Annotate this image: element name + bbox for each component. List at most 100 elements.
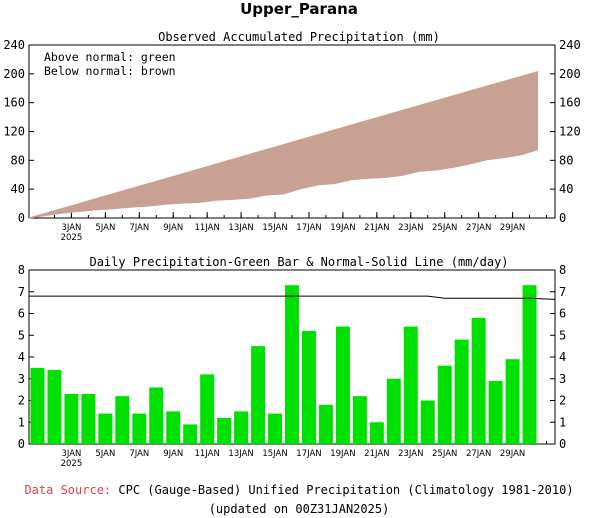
daily-bar: [386, 378, 401, 444]
daily-ytick-label-right: 7: [559, 285, 566, 299]
daily-xyear-label: 2025: [61, 459, 83, 469]
daily-bar: [149, 387, 164, 444]
daily-bar: [132, 413, 147, 444]
accum-ytick-label-left: 40: [11, 182, 25, 196]
accum-xtick-label: 21JAN: [364, 223, 389, 233]
legend-below: Below normal: brown: [44, 64, 176, 78]
daily-bar: [522, 285, 537, 444]
daily-ytick-label-right: 8: [559, 263, 566, 277]
accum-ytick-label-right: 240: [559, 38, 581, 52]
accumulated-chart-title: Observed Accumulated Precipitation (mm): [158, 30, 440, 44]
legend-above: Above normal: green: [44, 50, 176, 64]
accum-xyear-label: 2025: [61, 233, 83, 243]
accum-xtick-label: 13JAN: [228, 223, 253, 233]
daily-bar: [403, 326, 418, 444]
accum-ytick-label-left: 80: [11, 153, 25, 167]
accum-xtick-label: 3JAN: [61, 223, 81, 233]
data-source-line: Data Source: CPC (Gauge-Based) Unified P…: [0, 483, 598, 497]
daily-ytick-label-left: 5: [18, 328, 25, 342]
daily-normal-line: [29, 295, 556, 300]
accum-xtick-label: 7JAN: [129, 223, 149, 233]
daily-bar: [352, 396, 367, 444]
daily-ytick-label-left: 3: [18, 372, 25, 386]
daily-xtick-label: 21JAN: [364, 449, 389, 459]
daily-xtick-label: 25JAN: [432, 449, 457, 459]
daily-bar: [30, 367, 45, 444]
daily-xtick-label: 9JAN: [163, 449, 183, 459]
daily-xtick-label: 13JAN: [228, 449, 253, 459]
daily-xtick-label: 3JAN: [61, 449, 81, 459]
daily-bar: [285, 285, 299, 444]
daily-ytick-label-left: 0: [18, 437, 25, 451]
daily-bar: [81, 393, 96, 444]
accum-xtick-label: 25JAN: [432, 223, 457, 233]
daily-chart-title: Daily Precipitation-Green Bar & Normal-S…: [89, 255, 509, 269]
accum-ytick-label-left: 160: [3, 96, 25, 110]
daily-ytick-label-right: 4: [559, 350, 566, 364]
accum-xtick-label: 27JAN: [466, 223, 491, 233]
accum-ytick-label-right: 0: [559, 211, 566, 225]
accum-ytick-label-right: 200: [559, 67, 581, 81]
accum-normal-line: [28, 71, 539, 219]
accum-ytick-label-right: 80: [559, 153, 573, 167]
daily-xtick-label: 15JAN: [262, 449, 287, 459]
daily-ytick-label-left: 2: [18, 394, 25, 408]
daily-xtick-label: 11JAN: [194, 449, 219, 459]
daily-ytick-label-right: 1: [559, 415, 566, 429]
accum-xtick-label: 15JAN: [262, 223, 287, 233]
daily-bar: [318, 404, 333, 444]
daily-ytick-label-right: 6: [559, 307, 566, 321]
page-title: Upper_Parana: [240, 0, 358, 18]
data-source-label: Data Source:: [24, 483, 112, 497]
daily-bar: [234, 411, 249, 444]
accum-ytick-label-right: 40: [559, 182, 573, 196]
daily-xtick-label: 7JAN: [129, 449, 149, 459]
daily-bar: [251, 346, 266, 444]
daily-ytick-label-right: 3: [559, 372, 566, 386]
accum-ytick-label-left: 240: [3, 38, 25, 52]
daily-bar: [437, 365, 452, 444]
accum-observed-line: [28, 149, 539, 219]
daily-ytick-label-right: 5: [559, 328, 566, 342]
daily-xtick-label: 17JAN: [296, 449, 321, 459]
daily-bar: [505, 359, 520, 444]
daily-bar: [64, 393, 79, 444]
accum-xtick-label: 17JAN: [296, 223, 321, 233]
daily-bar: [301, 330, 316, 444]
accum-xtick-label: 29JAN: [500, 223, 525, 233]
updated-line: (updated on 00Z31JAN2025): [208, 502, 390, 516]
daily-ytick-label-left: 7: [18, 285, 25, 299]
daily-bar: [335, 326, 350, 444]
daily-bar: [183, 424, 198, 444]
daily-xtick-label: 23JAN: [398, 449, 423, 459]
accum-ytick-label-left: 0: [18, 211, 25, 225]
daily-bar: [471, 317, 486, 444]
daily-bar: [268, 413, 283, 444]
accum-ytick-label-right: 120: [559, 125, 581, 139]
daily-ytick-label-left: 1: [18, 415, 25, 429]
accum-ytick-label-left: 120: [3, 125, 25, 139]
daily-bar: [369, 422, 384, 444]
daily-ytick-label-left: 4: [18, 350, 25, 364]
daily-bar: [47, 370, 62, 444]
legend: Above normal: green Below normal: brown: [44, 50, 176, 78]
daily-ytick-label-right: 2: [559, 394, 566, 408]
daily-bar: [166, 411, 181, 444]
daily-bar: [488, 380, 503, 444]
accum-xtick-label: 11JAN: [194, 223, 219, 233]
daily-xtick-label: 29JAN: [500, 449, 525, 459]
daily-bar: [217, 417, 232, 444]
daily-bar: [420, 400, 435, 444]
accum-xtick-label: 23JAN: [398, 223, 423, 233]
daily-xtick-label: 19JAN: [330, 449, 355, 459]
daily-bar: [454, 339, 469, 444]
accum-xtick-label: 5JAN: [95, 223, 115, 233]
daily-bar: [115, 396, 130, 444]
daily-ytick-label-left: 8: [18, 263, 25, 277]
accum-xtick-label: 9JAN: [163, 223, 183, 233]
daily-xtick-label: 27JAN: [466, 449, 491, 459]
accum-xtick-label: 19JAN: [330, 223, 355, 233]
daily-bar: [98, 413, 113, 444]
daily-bar: [200, 374, 215, 444]
